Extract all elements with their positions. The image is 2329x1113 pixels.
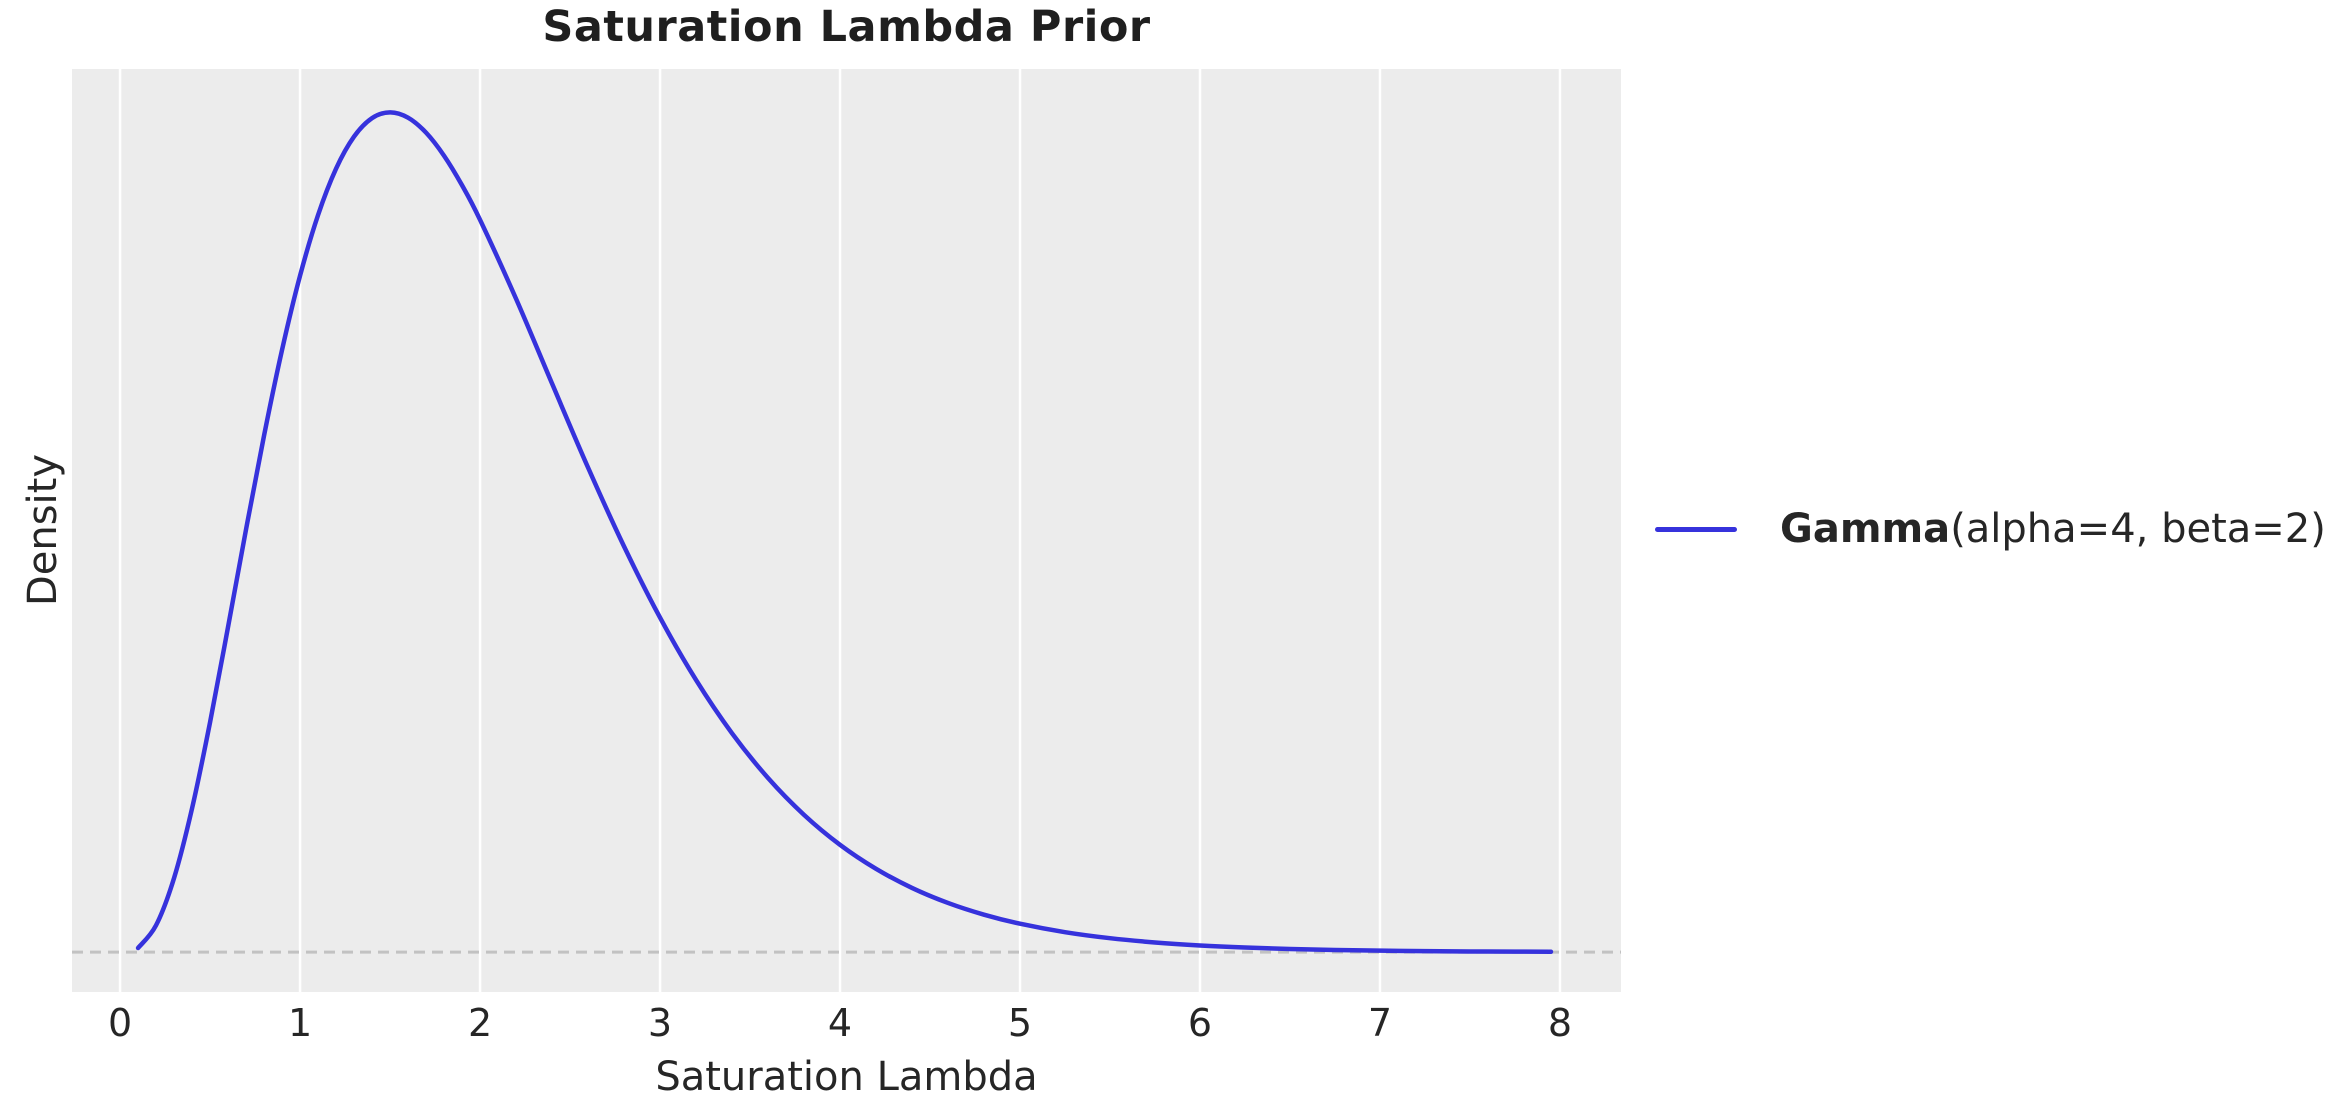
x-tick-label-8: 8 xyxy=(1547,1001,1573,1045)
x-tick-label-6: 6 xyxy=(1187,1001,1213,1045)
x-tick-label-4: 4 xyxy=(827,1001,853,1045)
x-tick-label-7: 7 xyxy=(1367,1001,1393,1045)
x-tick-label-1: 1 xyxy=(287,1001,313,1045)
x-tick-label-0: 0 xyxy=(107,1001,133,1045)
legend-label-bold: Gamma xyxy=(1780,506,1951,552)
axes-background xyxy=(72,69,1621,992)
x-axis-label: Saturation Lambda xyxy=(655,1054,1038,1100)
plot-area xyxy=(72,69,1621,992)
gamma-density-curve xyxy=(135,110,1554,955)
x-tick-label-2: 2 xyxy=(467,1001,493,1045)
chart-title: Saturation Lambda Prior xyxy=(542,2,1151,52)
legend: Gamma(alpha=4, beta=2) xyxy=(1655,506,2326,552)
legend-label-rest: (alpha=4, beta=2) xyxy=(1950,506,2326,552)
legend-line-sample xyxy=(1655,526,1737,532)
plot-svg xyxy=(72,69,1621,992)
y-axis-label: Density xyxy=(20,453,66,607)
x-tick-label-5: 5 xyxy=(1007,1001,1033,1045)
legend-label: Gamma(alpha=4, beta=2) xyxy=(1780,506,2326,552)
x-tick-label-3: 3 xyxy=(647,1001,673,1045)
